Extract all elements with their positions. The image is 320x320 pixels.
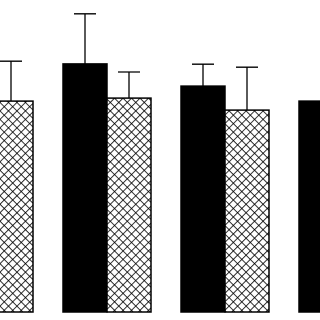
bar [0,100,34,313]
bar [224,109,270,313]
bar [180,85,226,313]
bar [106,97,152,313]
bar [298,100,320,313]
bar [62,63,108,313]
